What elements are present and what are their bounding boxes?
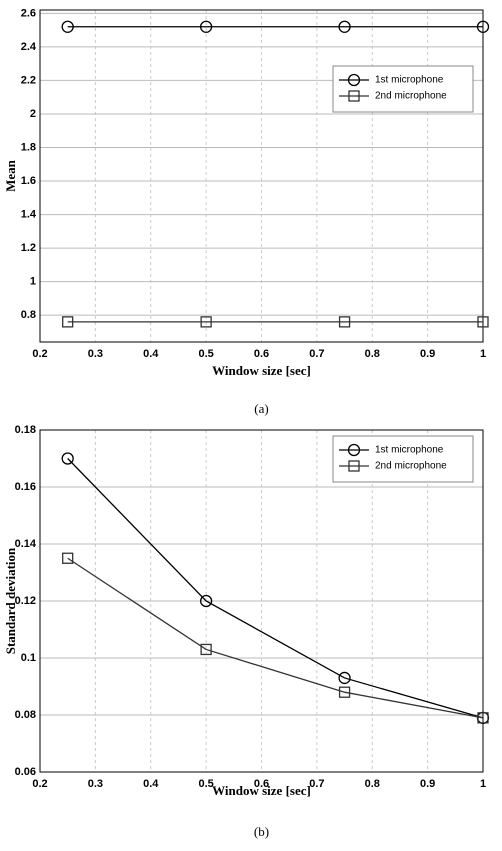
y-tick-label: 0.14 bbox=[15, 538, 37, 550]
caption: (a) bbox=[254, 401, 268, 416]
legend-label: 2nd microphone bbox=[375, 91, 447, 102]
series-line bbox=[67, 557, 484, 719]
y-tick-label: 0.8 bbox=[21, 309, 36, 321]
marker bbox=[200, 643, 212, 656]
y-tick-label: 0.06 bbox=[15, 766, 36, 778]
x-tick-label: 0.5 bbox=[198, 778, 213, 790]
x-tick-label: 0.8 bbox=[365, 778, 380, 790]
caption: (b) bbox=[254, 824, 269, 839]
x-tick-label: 0.6 bbox=[254, 778, 269, 790]
y-tick-label: 1.8 bbox=[21, 141, 36, 153]
y-tick-label: 0.12 bbox=[15, 595, 36, 607]
marker bbox=[200, 316, 212, 328]
y-tick-label: 2.2 bbox=[21, 74, 36, 86]
y-tick-label: 0.08 bbox=[15, 709, 36, 721]
x-tick-label: 0.8 bbox=[365, 348, 380, 360]
legend-marker bbox=[347, 73, 361, 87]
x-tick-label: 0.7 bbox=[309, 348, 324, 360]
y-tick-label: 1.6 bbox=[21, 175, 36, 187]
marker bbox=[477, 712, 489, 724]
legend-label: 1st microphone bbox=[375, 75, 444, 86]
marker bbox=[338, 671, 351, 685]
legend-label: 2nd microphone bbox=[375, 461, 447, 472]
y-tick-label: 1 bbox=[30, 276, 36, 288]
x-tick-label: 0.5 bbox=[198, 348, 213, 360]
plot-frame bbox=[39, 429, 484, 773]
plot-frame bbox=[39, 9, 484, 343]
y-axis-label: Mean bbox=[3, 159, 18, 192]
marker bbox=[61, 452, 74, 465]
marker bbox=[199, 594, 213, 608]
marker bbox=[62, 316, 74, 328]
marker bbox=[338, 316, 351, 328]
y-tick-label: 0.16 bbox=[15, 481, 36, 493]
legend-label: 1st microphone bbox=[375, 445, 444, 456]
series-line bbox=[67, 458, 484, 719]
x-tick-label: 0.6 bbox=[254, 348, 269, 360]
legend-box bbox=[332, 435, 474, 483]
x-tick-label: 0.3 bbox=[88, 348, 103, 360]
legend-marker bbox=[348, 90, 360, 102]
y-tick-label: 0.18 bbox=[15, 424, 36, 436]
y-tick-label: 2.4 bbox=[21, 41, 37, 53]
x-tick-label: 0.9 bbox=[420, 778, 435, 790]
legend-marker bbox=[347, 443, 361, 457]
marker bbox=[62, 552, 74, 564]
marker bbox=[476, 20, 490, 33]
x-tick-label: 0.3 bbox=[88, 778, 103, 790]
marker bbox=[477, 316, 489, 328]
marker bbox=[338, 20, 351, 33]
x-tick-label: 0.9 bbox=[420, 348, 435, 360]
marker bbox=[338, 686, 351, 698]
y-tick-label: 1.2 bbox=[21, 242, 36, 254]
y-tick-label: 2 bbox=[30, 108, 36, 120]
y-tick-label: 0.1 bbox=[21, 652, 36, 664]
x-tick-label: 1 bbox=[480, 348, 486, 360]
y-axis-label: Standard deviation bbox=[3, 547, 18, 654]
x-tick-label: 0.4 bbox=[143, 348, 159, 360]
legend-box bbox=[332, 65, 474, 113]
y-tick-label: 2.6 bbox=[21, 7, 36, 19]
legend-marker bbox=[348, 460, 360, 472]
x-tick-label: 0.7 bbox=[309, 778, 324, 790]
x-tick-label: 0.2 bbox=[32, 348, 47, 360]
marker bbox=[61, 20, 74, 33]
x-tick-label: 0.2 bbox=[32, 778, 47, 790]
x-axis-label: Window size [sec] bbox=[212, 783, 311, 798]
x-tick-label: 0.4 bbox=[143, 778, 159, 790]
marker bbox=[199, 20, 213, 33]
y-tick-label: 1.4 bbox=[21, 208, 37, 220]
x-axis-label: Window size [sec] bbox=[212, 363, 311, 378]
x-tick-label: 1 bbox=[480, 778, 486, 790]
